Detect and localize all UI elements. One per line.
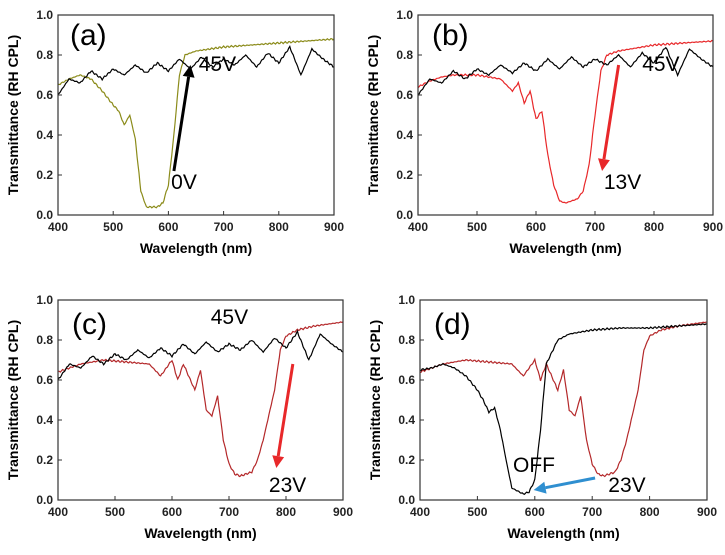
x-tick-label: 400	[48, 220, 68, 234]
y-tick-label: 1.0	[36, 8, 53, 22]
x-tick-label: 900	[697, 505, 717, 519]
series-line-45v	[57, 45, 334, 95]
x-tick-label: 700	[219, 505, 239, 519]
x-tick-label: 800	[276, 505, 296, 519]
annotation-arrow-shaft	[276, 363, 295, 457]
y-tick-label: 0.8	[398, 333, 415, 347]
annotation-arrow-head	[182, 65, 195, 78]
y-tick-label: 0.6	[396, 88, 413, 102]
y-tick-label: 1.0	[396, 8, 413, 22]
x-tick-label: 900	[324, 220, 344, 234]
y-tick-label: 0.6	[36, 88, 53, 102]
x-axis-label: Wavelength (nm)	[507, 525, 619, 541]
panel-4: 400 500 600 700 800 900 0.0 0.2 0.4 0.6 0.8 1.0 Wave…	[367, 293, 717, 541]
annotation-label: OFF	[513, 454, 555, 477]
annotation-arrow-shaft	[602, 64, 621, 160]
y-tick-label: 0.0	[36, 493, 53, 507]
panel-label: (a)	[70, 19, 107, 52]
x-tick-label: 600	[162, 505, 182, 519]
y-tick-label: 1.0	[36, 293, 53, 307]
x-tick-label: 700	[214, 220, 234, 234]
x-tick-label: 500	[467, 505, 487, 519]
y-axis-label: Transmittance (RH CPL)	[367, 320, 383, 480]
y-tick-label: 0.2	[396, 168, 413, 182]
series-line-0v	[57, 38, 335, 209]
y-tick-label: 0.4	[36, 128, 53, 142]
annotation-arrow-head	[597, 158, 610, 171]
y-tick-label: 0.4	[36, 413, 53, 427]
annotation-label: 13V	[604, 171, 641, 194]
x-tick-label: 900	[333, 505, 353, 519]
x-axis-label: Wavelength (nm)	[144, 525, 256, 541]
annotation-arrow-shaft	[545, 476, 596, 490]
plot-frame	[417, 14, 714, 216]
x-tick-label: 400	[48, 505, 68, 519]
y-tick-label: 0.8	[36, 48, 53, 62]
annotation-label: 45V	[199, 53, 236, 76]
series-line-23v	[57, 321, 344, 478]
panel-2: 400 500 600 700 800 900 0.0 0.2 0.4 0.6 0.8 1.0 Wave…	[365, 8, 723, 256]
panel-1: 400 500 600 700 800 900 0.0 0.2 0.4 0.6 0.8 1.0 Wave…	[5, 8, 344, 256]
y-tick-label: 0.0	[36, 208, 53, 222]
series-line-45v	[417, 46, 714, 96]
plot-frame	[57, 299, 344, 501]
series-line-45v	[57, 329, 344, 380]
y-tick-label: 0.4	[396, 128, 413, 142]
y-tick-label: 0.6	[36, 373, 53, 387]
annotation-label: 0V	[171, 171, 197, 194]
annotation-arrow-head	[533, 481, 547, 494]
x-axis-label: Wavelength (nm)	[509, 240, 621, 256]
plot-frame	[57, 14, 335, 216]
panel-3: 400 500 600 700 800 900 0.0 0.2 0.4 0.6 0.8 1.0 Wave…	[5, 293, 353, 541]
panel-label: (d)	[434, 308, 471, 341]
y-tick-label: 0.8	[36, 333, 53, 347]
y-axis-label: Transmittance (RH CPL)	[5, 320, 21, 480]
series-line-13v	[417, 39, 714, 204]
y-tick-label: 0.2	[36, 168, 53, 182]
x-tick-label: 900	[703, 220, 723, 234]
annotation-label: 45V	[211, 306, 248, 329]
annotation-label: 23V	[608, 474, 645, 497]
annotation-arrow-head	[272, 455, 285, 468]
x-tick-label: 800	[644, 220, 664, 234]
y-axis-label: Transmittance (RH CPL)	[5, 35, 21, 195]
annotation-label: 23V	[269, 474, 306, 497]
y-tick-label: 1.0	[398, 293, 415, 307]
x-tick-label: 600	[158, 220, 178, 234]
x-tick-label: 700	[585, 220, 605, 234]
x-tick-label: 800	[269, 220, 289, 234]
x-tick-label: 400	[408, 220, 428, 234]
y-tick-label: 0.8	[396, 48, 413, 62]
panel-label: (c)	[72, 308, 107, 341]
y-tick-label: 0.0	[396, 208, 413, 222]
y-tick-label: 0.6	[398, 373, 415, 387]
x-tick-label: 800	[640, 505, 660, 519]
series-line-23v	[419, 321, 708, 478]
x-tick-label: 500	[467, 220, 487, 234]
annotation-label: 45V	[642, 53, 679, 76]
x-tick-label: 500	[103, 220, 123, 234]
x-axis-label: Wavelength (nm)	[140, 240, 252, 256]
y-tick-label: 0.2	[36, 453, 53, 467]
y-tick-label: 0.0	[398, 493, 415, 507]
plot-frame	[419, 299, 708, 501]
x-tick-label: 600	[525, 505, 545, 519]
x-tick-label: 600	[526, 220, 546, 234]
y-axis-label: Transmittance (RH CPL)	[365, 35, 381, 195]
panel-label: (b)	[432, 19, 469, 52]
x-tick-label: 500	[105, 505, 125, 519]
annotation-arrow-shaft	[172, 76, 191, 172]
y-tick-label: 0.2	[398, 453, 415, 467]
x-tick-label: 400	[410, 505, 430, 519]
series-line-off	[419, 323, 707, 496]
y-tick-label: 0.4	[398, 413, 415, 427]
x-tick-label: 700	[582, 505, 602, 519]
